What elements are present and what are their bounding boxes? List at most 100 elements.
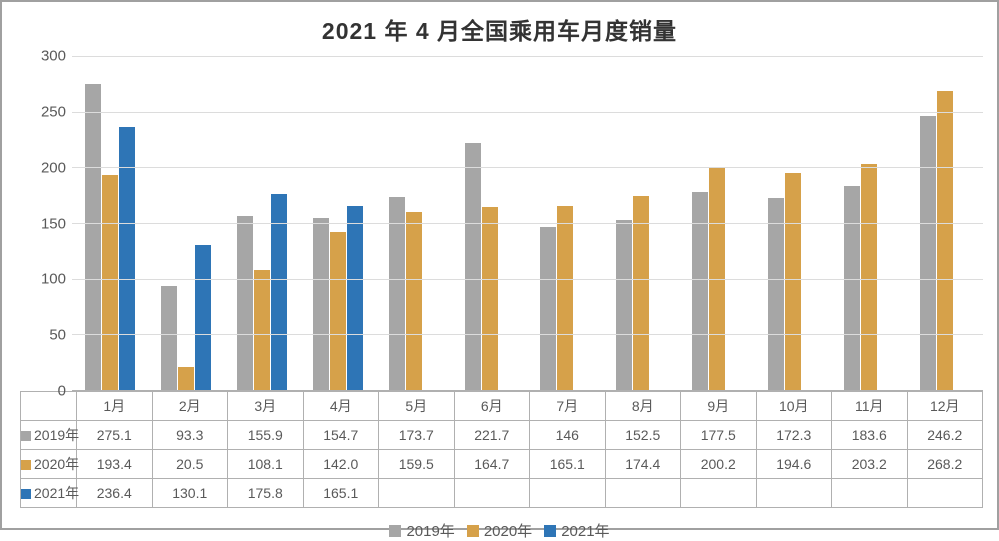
chart-plot-area: 050100150200250300 <box>16 56 983 391</box>
table-header-cell: 9月 <box>681 392 757 421</box>
table-header-cell: 8月 <box>605 392 681 421</box>
table-cell: 174.4 <box>605 450 681 479</box>
chart-title: 2021 年 4 月全国乘用车月度销量 <box>16 12 983 46</box>
grid-line <box>72 279 983 280</box>
table-cell: 130.1 <box>152 479 228 508</box>
table-cell: 236.4 <box>77 479 153 508</box>
table-cell <box>379 479 455 508</box>
bar <box>937 91 953 390</box>
table-header-cell: 7月 <box>530 392 606 421</box>
table-cell: 203.2 <box>832 450 908 479</box>
table-cell: 275.1 <box>77 421 153 450</box>
legend-swatch-icon <box>389 525 401 537</box>
bar <box>768 198 784 390</box>
table-cell <box>832 479 908 508</box>
bar <box>102 175 118 390</box>
series-row-head: 2019年 <box>21 421 77 450</box>
table-cell: 172.3 <box>756 421 832 450</box>
table-header-cell: 5月 <box>379 392 455 421</box>
table-cell: 142.0 <box>303 450 379 479</box>
bar <box>161 286 177 390</box>
y-tick-label: 200 <box>41 159 66 176</box>
table-header-cell: 3月 <box>228 392 304 421</box>
bar <box>389 197 405 390</box>
table-corner-cell <box>21 392 77 421</box>
table-cell: 193.4 <box>77 450 153 479</box>
table-cell: 108.1 <box>228 450 304 479</box>
table-cell: 165.1 <box>303 479 379 508</box>
table-cell: 183.6 <box>832 421 908 450</box>
table-cell: 173.7 <box>379 421 455 450</box>
series-name-label: 2020年 <box>34 456 79 472</box>
table-cell: 93.3 <box>152 421 228 450</box>
table-header-cell: 6月 <box>454 392 530 421</box>
bar <box>920 116 936 390</box>
legend-swatch-icon <box>467 525 479 537</box>
table-cell: 159.5 <box>379 450 455 479</box>
legend-label: 2021年 <box>561 520 609 541</box>
grid-line <box>72 334 983 335</box>
grid-line <box>72 223 983 224</box>
grid-line <box>72 167 983 168</box>
legend-label: 2019年 <box>406 520 454 541</box>
y-tick-label: 100 <box>41 271 66 288</box>
series-row-head: 2020年 <box>21 450 77 479</box>
table-row: 2019年275.193.3155.9154.7173.7221.7146152… <box>21 421 983 450</box>
bar <box>557 206 573 390</box>
table-row: 2020年193.420.5108.1142.0159.5164.7165.11… <box>21 450 983 479</box>
bar <box>844 186 860 390</box>
table-cell <box>756 479 832 508</box>
bar <box>195 245 211 390</box>
table-header-cell: 11月 <box>832 392 908 421</box>
table-cell: 152.5 <box>605 421 681 450</box>
table-cell: 175.8 <box>228 479 304 508</box>
chart-container: 2021 年 4 月全国乘用车月度销量 050100150200250300 1… <box>0 0 999 530</box>
bar <box>85 84 101 390</box>
table-cell: 20.5 <box>152 450 228 479</box>
bar <box>633 196 649 390</box>
legend-item: 2019年 <box>389 520 454 541</box>
y-tick-label: 300 <box>41 48 66 65</box>
bar <box>313 218 329 390</box>
table-cell: 177.5 <box>681 421 757 450</box>
bar <box>540 227 556 390</box>
grid-line <box>72 112 983 113</box>
table-cell: 194.6 <box>756 450 832 479</box>
bar <box>254 270 270 390</box>
table-row: 2021年236.4130.1175.8165.1 <box>21 479 983 508</box>
data-table: 1月2月3月4月5月6月7月8月9月10月11月12月2019年275.193.… <box>20 391 983 508</box>
legend-swatch-icon <box>21 489 31 499</box>
plot-region <box>72 56 983 391</box>
table-header-row: 1月2月3月4月5月6月7月8月9月10月11月12月 <box>21 392 983 421</box>
bar <box>406 212 422 390</box>
table-cell: 221.7 <box>454 421 530 450</box>
table-cell <box>681 479 757 508</box>
legend: 2019年 2020年 2021年 <box>16 520 983 541</box>
table-cell: 164.7 <box>454 450 530 479</box>
bar <box>861 164 877 390</box>
legend-label: 2020年 <box>484 520 532 541</box>
bar <box>482 207 498 390</box>
legend-item: 2020年 <box>467 520 532 541</box>
bar <box>330 232 346 390</box>
table-cell <box>907 479 983 508</box>
table-cell: 200.2 <box>681 450 757 479</box>
table-header-cell: 1月 <box>77 392 153 421</box>
bar <box>616 220 632 390</box>
table-header-cell: 10月 <box>756 392 832 421</box>
y-tick-label: 50 <box>49 327 66 344</box>
bar <box>465 143 481 390</box>
bar <box>119 127 135 390</box>
series-name-label: 2021年 <box>34 485 79 501</box>
grid-line <box>72 56 983 57</box>
table-cell <box>605 479 681 508</box>
bar <box>178 367 194 390</box>
legend-swatch-icon <box>21 460 31 470</box>
legend-item: 2021年 <box>544 520 609 541</box>
y-tick-label: 250 <box>41 103 66 120</box>
series-name-label: 2019年 <box>34 427 79 443</box>
table-cell: 268.2 <box>907 450 983 479</box>
table-header-cell: 2月 <box>152 392 228 421</box>
y-axis: 050100150200250300 <box>16 56 72 391</box>
bar <box>347 206 363 390</box>
